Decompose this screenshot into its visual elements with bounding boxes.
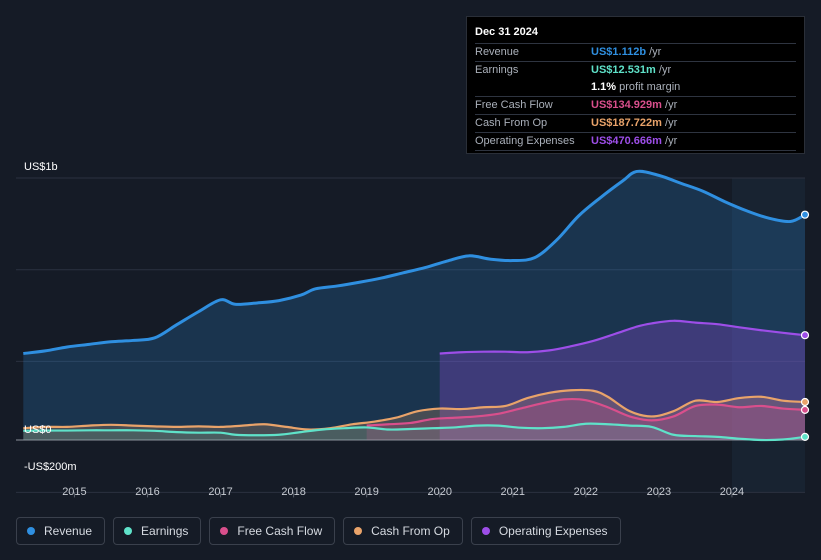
x-tick-label: 2024 — [720, 486, 744, 498]
series-lines — [23, 169, 806, 442]
tooltip-row: Free Cash Flow US$134.929m /yr — [475, 97, 796, 115]
tooltip-row-label: Revenue — [475, 46, 520, 58]
opex-line — [439, 319, 806, 355]
revenue-line — [23, 169, 806, 356]
tooltip-row: Revenue US$1.112b /yr — [475, 44, 796, 62]
tooltip-date: Dec 31 2024 — [475, 23, 796, 44]
x-tick-label: 2023 — [647, 486, 671, 498]
legend-item-free-cash-flow[interactable]: Free Cash Flow — [209, 517, 336, 545]
legend-label: Earnings — [141, 524, 189, 538]
tooltip-row-value: US$1.112b /yr — [591, 46, 662, 58]
tooltip-row: Earnings US$12.531m /yr — [475, 62, 796, 79]
x-tick-label: 2017 — [208, 486, 232, 498]
legend-dot-icon — [124, 527, 133, 535]
tooltip-row-label — [475, 79, 591, 96]
x-axis-ticks: 2015 2016 2017 2018 2019 2020 2021 2022 2023 2024 — [62, 486, 744, 498]
earnings-line — [23, 422, 806, 442]
x-tick-label: 2019 — [354, 486, 378, 498]
tooltip-row-value: 1.1% profit margin — [591, 81, 681, 93]
legend-item-revenue[interactable]: Revenue — [16, 517, 106, 545]
x-tick-label: 2020 — [427, 486, 451, 498]
y-label-1b: US$1b — [24, 161, 58, 173]
legend-dot-icon — [220, 527, 229, 535]
tooltip-row: Cash From Op US$187.722m /yr — [475, 115, 796, 133]
fcf-line — [366, 397, 806, 427]
opex-area — [439, 320, 805, 440]
x-tick-label: 2015 — [62, 486, 86, 498]
legend-item-earnings[interactable]: Earnings — [113, 517, 202, 545]
x-tick-label: 2022 — [574, 486, 598, 498]
legend: Revenue Earnings Free Cash Flow Cash From O… — [16, 517, 621, 545]
legend-dot-icon — [354, 527, 363, 535]
fcf-endpoint — [800, 405, 810, 414]
fcf-area — [366, 399, 805, 440]
cfo-line — [23, 388, 806, 431]
series-endpoints — [800, 210, 810, 441]
tooltip-row: 1.1% profit margin — [475, 79, 796, 97]
y-label-zero: US$0 — [24, 424, 52, 436]
legend-item-cash-from-op[interactable]: Cash From Op — [343, 517, 463, 545]
tooltip-row-value: US$470.666m /yr — [591, 135, 678, 147]
legend-dot-icon — [27, 527, 35, 535]
opex-endpoint — [800, 331, 810, 340]
legend-item-operating-expenses[interactable]: Operating Expenses — [470, 517, 621, 545]
earnings-area — [23, 423, 806, 441]
tooltip-rows: Revenue US$1.112b /yr Earnings US$12.531m /… — [475, 44, 796, 151]
legend-label: Operating Expenses — [498, 524, 608, 538]
tooltip-row-label: Free Cash Flow — [475, 99, 553, 111]
revenue-area — [23, 171, 806, 441]
x-tick-label: 2021 — [501, 486, 525, 498]
x-tick-label: 2018 — [281, 486, 305, 498]
legend-dot-icon — [481, 527, 490, 535]
cfo-endpoint — [800, 397, 810, 407]
tooltip-row-value: US$187.722m /yr — [591, 117, 678, 129]
legend-label: Revenue — [44, 524, 93, 538]
tooltip-row-value: US$134.929m /yr — [591, 99, 678, 111]
tooltip-row-label: Cash From Op — [475, 117, 548, 129]
tooltip-row: Operating Expenses US$470.666m /yr — [475, 133, 796, 151]
tooltip-row-label: Earnings — [475, 64, 519, 76]
tooltip-row-label: Operating Expenses — [475, 135, 575, 147]
tooltip-panel: Dec 31 2024 Revenue US$1.112b /yr Earnings… — [466, 16, 805, 154]
tooltip-row-value: US$12.531m /yr — [591, 64, 672, 76]
series-areas — [23, 171, 806, 441]
legend-label: Cash From Op — [371, 524, 450, 538]
earnings-endpoint — [800, 432, 810, 441]
x-tick-label: 2016 — [135, 486, 159, 498]
revenue-endpoint — [800, 210, 810, 219]
legend-label: Free Cash Flow — [237, 524, 323, 538]
y-label-neg200m: -US$200m — [24, 461, 77, 473]
